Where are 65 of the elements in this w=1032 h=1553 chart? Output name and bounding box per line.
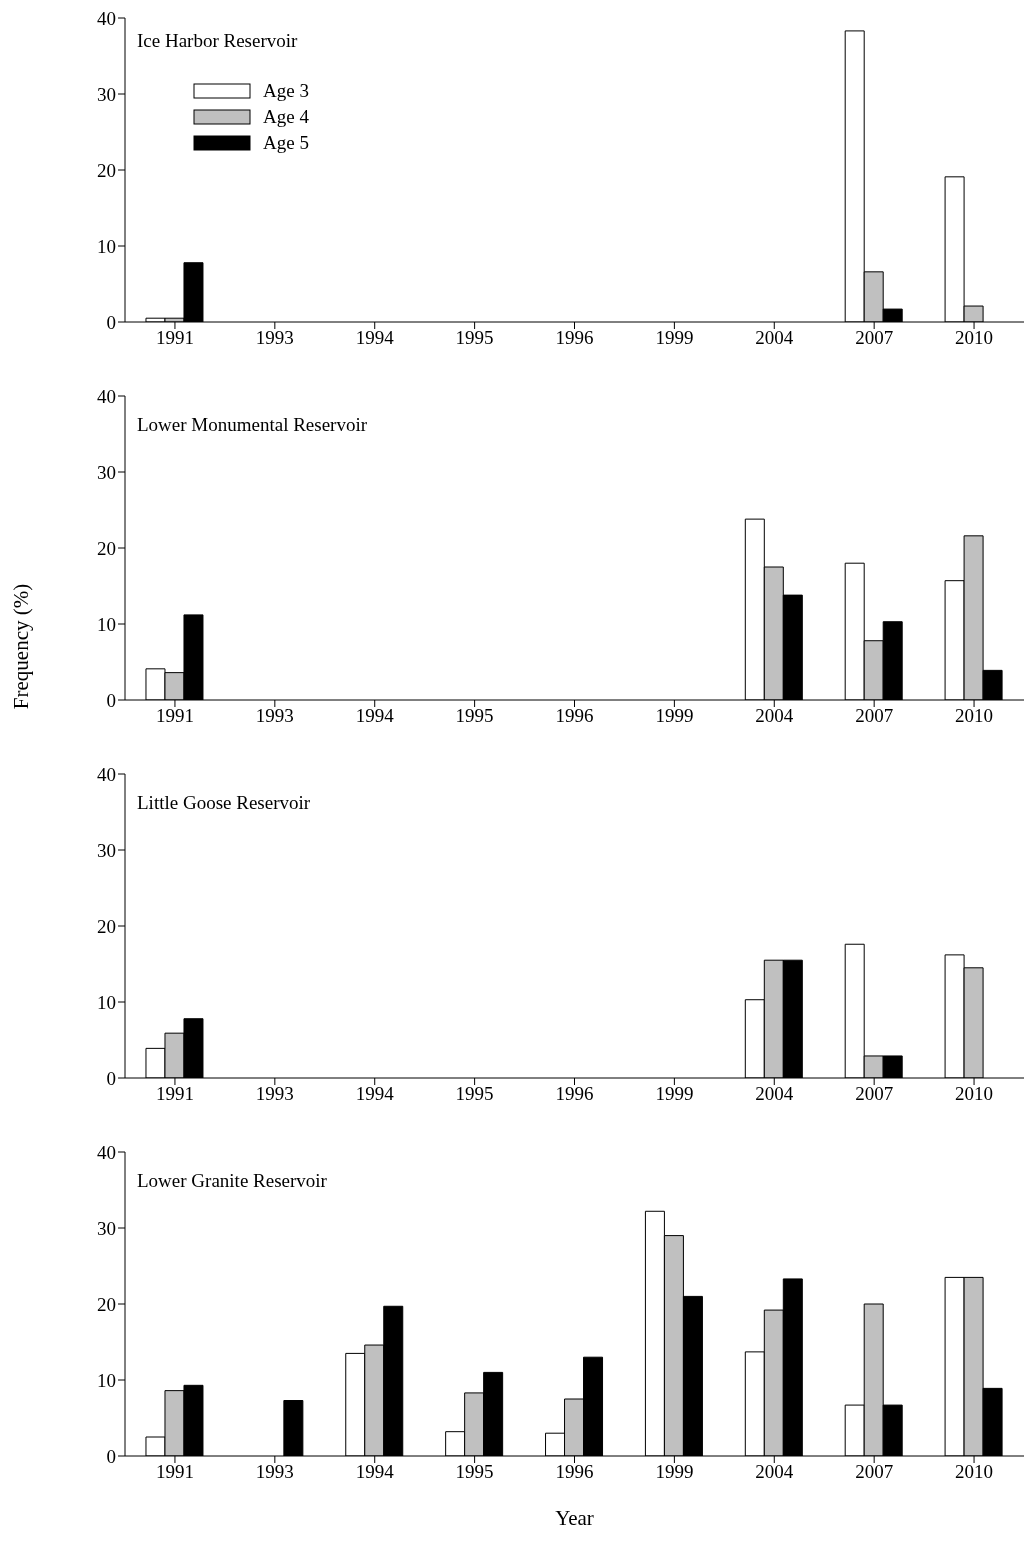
x-tick-label: 1993 bbox=[255, 1461, 294, 1483]
x-tick-label: 2007 bbox=[855, 1083, 894, 1105]
x-tick-label: 2004 bbox=[755, 1461, 794, 1483]
x-tick-label: 1991 bbox=[155, 327, 194, 349]
x-tick-label: 1999 bbox=[655, 1083, 694, 1105]
y-tick-label: 20 bbox=[97, 915, 116, 937]
x-tick-label: 2010 bbox=[955, 1083, 994, 1105]
x-tick-label: 1994 bbox=[355, 327, 395, 349]
x-tick-label: 2007 bbox=[855, 327, 894, 349]
y-tick-label: 20 bbox=[97, 1293, 116, 1315]
legend-label: Age 5 bbox=[263, 132, 309, 154]
x-tick-label: 2004 bbox=[755, 327, 794, 349]
y-tick-label: 10 bbox=[97, 235, 116, 257]
y-tick-label: 40 bbox=[97, 1141, 116, 1163]
y-tick-label: 40 bbox=[97, 385, 116, 407]
x-tick-label: 2004 bbox=[755, 705, 794, 727]
x-tick-label: 1994 bbox=[355, 1461, 395, 1483]
x-tick-label: 1996 bbox=[555, 705, 594, 727]
text: Little Goose Reservoir bbox=[137, 792, 311, 814]
x-tick-label: 1999 bbox=[655, 705, 694, 727]
x-tick-label: 2007 bbox=[855, 1461, 894, 1483]
x-tick-label: 1991 bbox=[155, 705, 194, 727]
x-tick-label: 1996 bbox=[555, 1461, 594, 1483]
text: Lower Monumental Reservoir bbox=[137, 414, 368, 436]
y-axis-title: Frequency (%) bbox=[9, 583, 35, 709]
x-tick-label: 1999 bbox=[655, 327, 694, 349]
x-tick-label: 1994 bbox=[355, 1083, 395, 1105]
x-tick-label: 1994 bbox=[355, 705, 395, 727]
text: Lower Granite Reservoir bbox=[137, 1170, 327, 1192]
x-tick-label: 2010 bbox=[955, 327, 994, 349]
y-tick-label: 0 bbox=[106, 1067, 116, 1089]
y-tick-label: 30 bbox=[97, 839, 116, 861]
x-tick-label: 2007 bbox=[855, 705, 894, 727]
y-tick-label: 10 bbox=[97, 613, 116, 635]
x-tick-label: 2004 bbox=[755, 1083, 794, 1105]
y-tick-label: 0 bbox=[106, 311, 116, 333]
x-tick-label: 1995 bbox=[455, 1461, 494, 1483]
y-tick-label: 30 bbox=[97, 1217, 116, 1239]
y-tick-label: 30 bbox=[97, 461, 116, 483]
y-tick-label: 10 bbox=[97, 1369, 116, 1391]
y-tick-label: 20 bbox=[97, 537, 116, 559]
y-tick-label: 40 bbox=[97, 7, 116, 29]
x-tick-label: 1993 bbox=[255, 327, 294, 349]
x-tick-label: 1996 bbox=[555, 1083, 594, 1105]
x-tick-label: 1996 bbox=[555, 327, 594, 349]
y-tick-label: 40 bbox=[97, 763, 116, 785]
x-tick-label: 2010 bbox=[955, 1461, 994, 1483]
y-tick-label: 10 bbox=[97, 991, 116, 1013]
x-tick-label: 1991 bbox=[155, 1461, 194, 1483]
x-tick-label: 1999 bbox=[655, 1461, 694, 1483]
x-tick-label: 2010 bbox=[955, 705, 994, 727]
x-tick-label: 1995 bbox=[455, 705, 494, 727]
x-tick-label: 1993 bbox=[255, 705, 294, 727]
x-axis-title: Year bbox=[554, 1506, 595, 1531]
x-tick-label: 1993 bbox=[255, 1083, 294, 1105]
y-tick-label: 30 bbox=[97, 83, 116, 105]
x-tick-label: 1991 bbox=[155, 1083, 194, 1105]
x-tick-label: 1995 bbox=[455, 327, 494, 349]
y-tick-label: 0 bbox=[106, 689, 116, 711]
y-tick-label: 0 bbox=[106, 1445, 116, 1467]
x-tick-label: 1995 bbox=[455, 1083, 494, 1105]
y-tick-label: 20 bbox=[97, 159, 116, 181]
text: Ice Harbor Reservoir bbox=[137, 30, 298, 52]
legend-label: Age 4 bbox=[263, 106, 309, 128]
legend-label: Age 3 bbox=[263, 80, 309, 102]
